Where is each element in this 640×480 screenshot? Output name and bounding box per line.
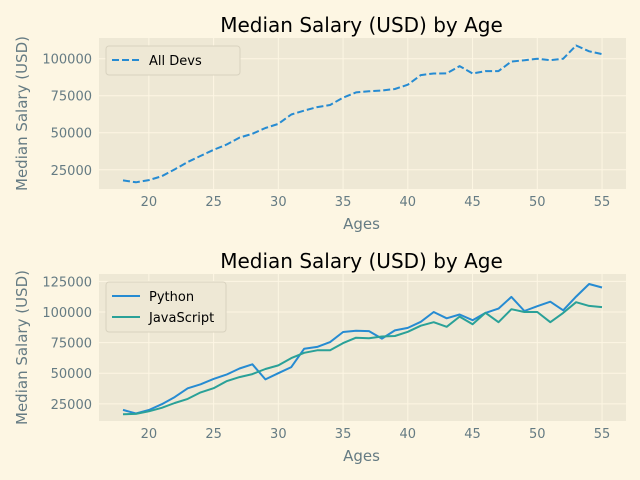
- y-axis-label: Median Salary (USD): [13, 36, 31, 191]
- chart-1: 20 25 30 35 40 45 50 55 25000 50000 75000 100000 Med…: [13, 13, 626, 233]
- y-axis-label: Median Salary (USD): [13, 270, 31, 425]
- x-axis-label: Ages: [343, 215, 380, 233]
- chart-2: 20 25 30 35 40 45 50 55 25000 50000 75000 100000 125…: [13, 249, 626, 465]
- x-tick-label: 20: [141, 195, 158, 210]
- y-tick-label: 75000: [51, 90, 92, 105]
- chart-title: Median Salary (USD) by Age: [220, 249, 503, 273]
- x-tick-label: 25: [205, 427, 222, 442]
- x-tick-label: 30: [270, 195, 287, 210]
- legend-label: All Devs: [149, 54, 202, 69]
- y-tick-label: 75000: [51, 337, 92, 352]
- chart-title: Median Salary (USD) by Age: [220, 13, 503, 37]
- y-tick-label: 25000: [51, 398, 92, 413]
- y-tick-label: 100000: [42, 306, 92, 321]
- y-tick-label: 25000: [51, 164, 92, 179]
- y-tick-label: 125000: [42, 275, 92, 290]
- x-tick-label: 40: [400, 195, 417, 210]
- x-tick-label: 20: [141, 427, 158, 442]
- x-tick-label: 55: [594, 195, 611, 210]
- x-tick-label: 45: [464, 195, 481, 210]
- y-tick-label: 50000: [51, 367, 92, 382]
- x-tick-label: 35: [335, 427, 352, 442]
- x-tick-label: 45: [464, 427, 481, 442]
- y-tick-label: 100000: [42, 53, 92, 68]
- legend-box: [105, 45, 241, 76]
- y-tick-label: 50000: [51, 127, 92, 142]
- x-tick-label: 50: [529, 427, 546, 442]
- x-tick-label: 50: [529, 195, 546, 210]
- x-tick-label: 40: [400, 427, 417, 442]
- legend-box: [105, 281, 227, 333]
- legend-label: Python: [149, 290, 194, 305]
- x-tick-label: 25: [205, 195, 222, 210]
- series-line-python: [122, 283, 603, 415]
- x-tick-label: 35: [335, 195, 352, 210]
- legend-label: JavaScript: [148, 311, 214, 326]
- x-tick-label: 30: [270, 427, 287, 442]
- series-line-javascript: [122, 301, 603, 416]
- x-tick-label: 55: [594, 427, 611, 442]
- series-line-all-devs: [122, 44, 603, 184]
- x-axis-label: Ages: [343, 447, 380, 465]
